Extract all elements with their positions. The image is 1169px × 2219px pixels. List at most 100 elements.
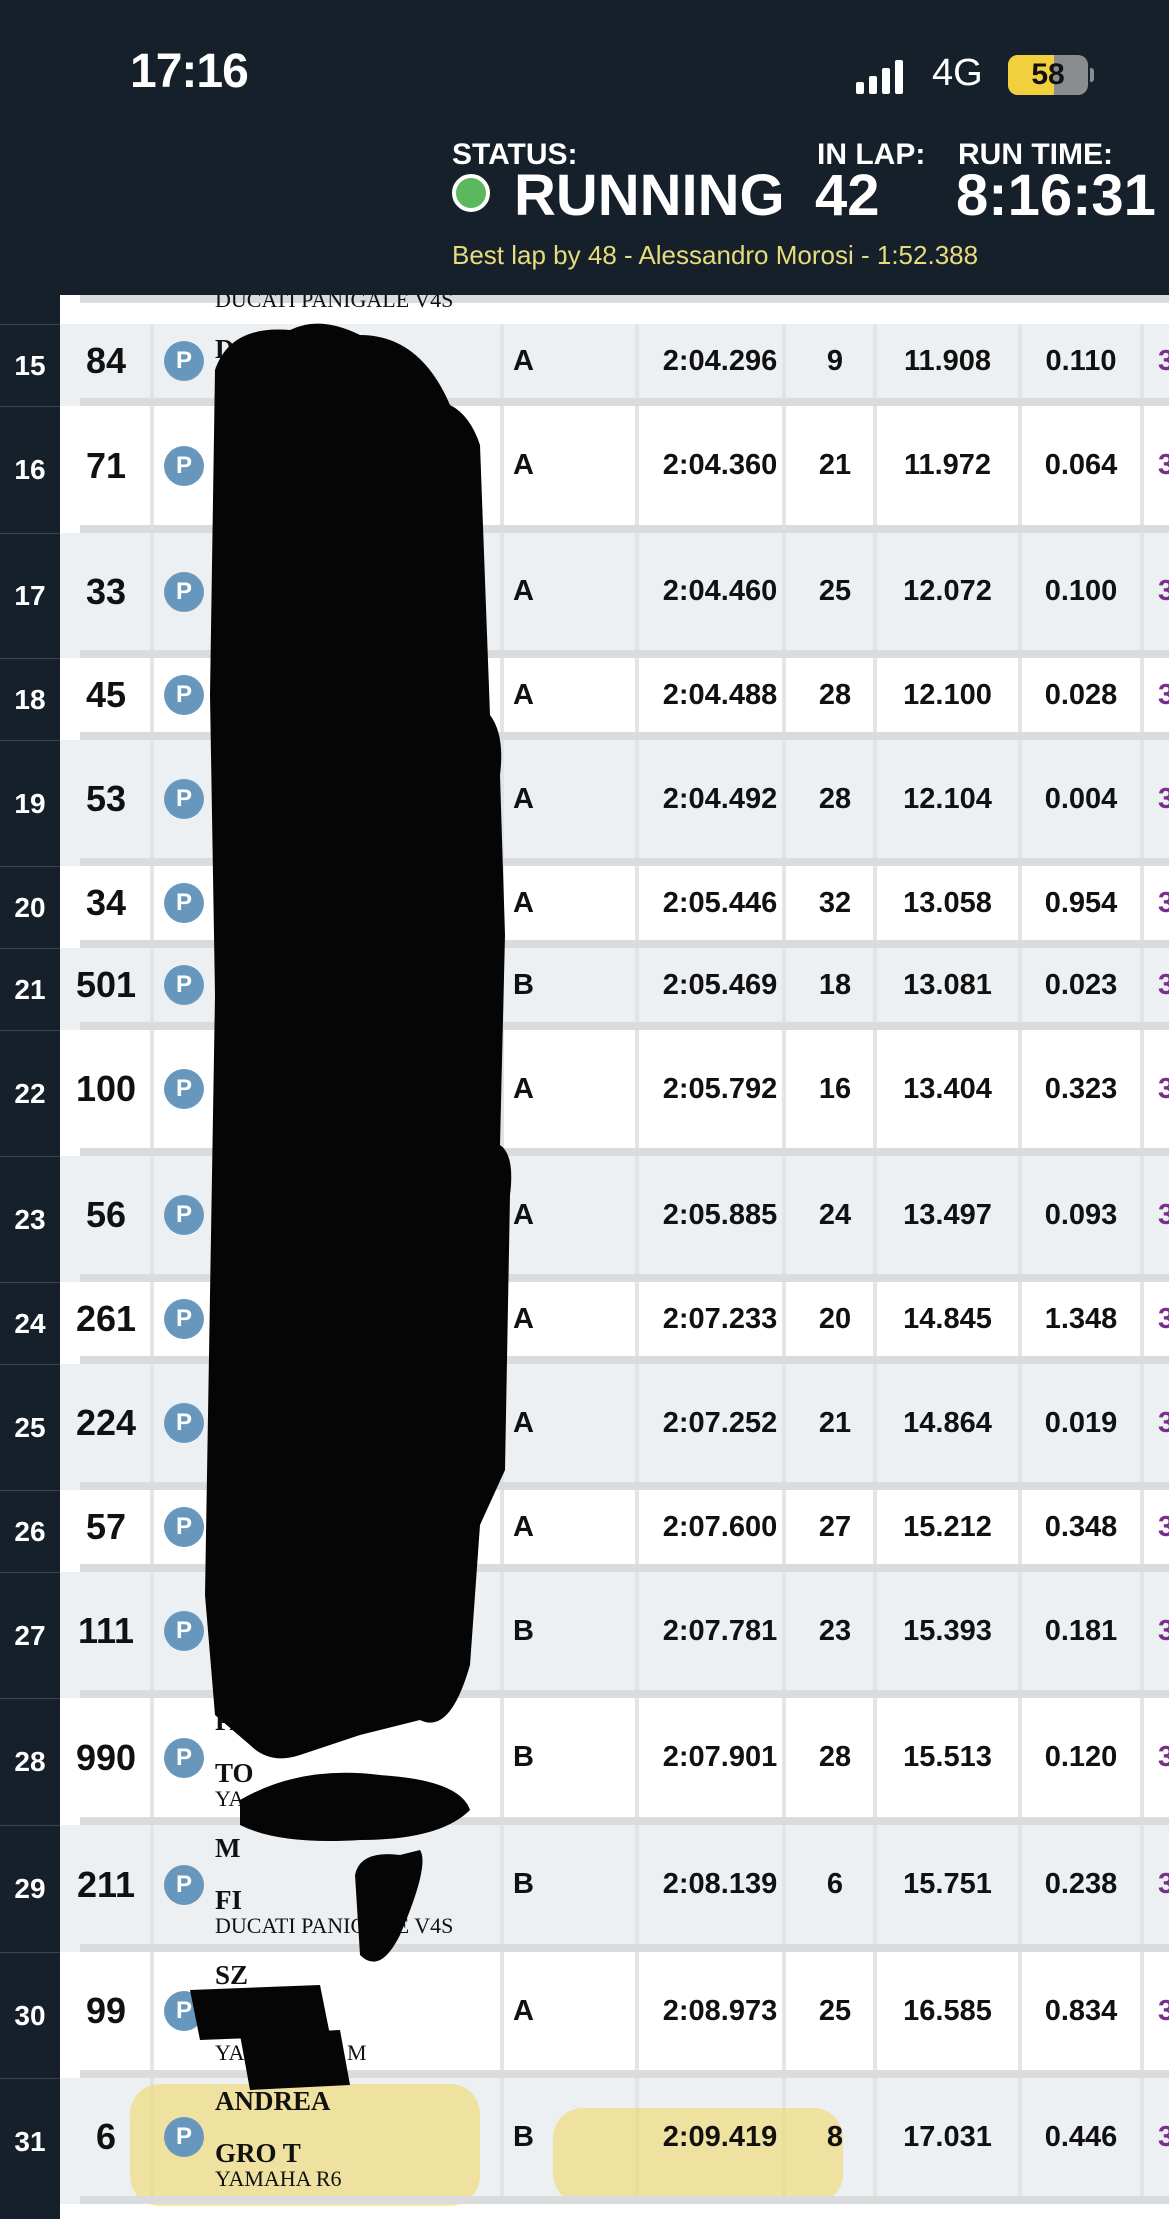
- bike-model: BM: [215, 1244, 250, 1269]
- rider-info[interactable]: M AP: [215, 1292, 545, 1344]
- bike-model: YAMAHA R6: [215, 2166, 342, 2191]
- table-row[interactable]: 29 211 P M FI DUCATI PANIGALE V4S B 2:08.1…: [0, 1825, 1169, 1952]
- next-column-value: 3: [1158, 1614, 1169, 1647]
- rider-name-line: C: [215, 414, 235, 444]
- rider-name-line: W WSKI: [215, 2012, 322, 2042]
- rider-info[interactable]: M E YA: [215, 1372, 545, 1476]
- table-row[interactable]: 25 224 P M E YA A 2:07.252 21 14.864 0.019…: [0, 1364, 1169, 1490]
- rider-info[interactable]: W W YA: [215, 748, 545, 852]
- table-row[interactable]: 19 53 P W W YA A 2:04.492 28 12.104 0.004 …: [0, 740, 1169, 866]
- table-row-partial[interactable]: DUCATI PANIGALE V4S: [0, 295, 1169, 324]
- diff: 0.023: [1044, 968, 1118, 1001]
- results-table[interactable]: DUCATI PANIGALE V4S 15 84 P DAVID F BM A …: [0, 295, 1169, 2219]
- bike-model: BM: [215, 362, 250, 387]
- best-lap-number: 21: [818, 1406, 852, 1439]
- pit-badge-icon: P: [164, 965, 204, 1005]
- rider-info[interactable]: Ł B BM: [215, 1164, 545, 1268]
- rider-number: 57: [85, 1506, 127, 1547]
- rider-number: 501: [75, 964, 137, 1005]
- rider-name-line: P: [215, 668, 232, 698]
- rider-name-line: M: [215, 593, 241, 623]
- position: 28: [0, 1698, 60, 1825]
- table-row[interactable]: 28 990 P PA TO YA B 2:07.901 28 15.513 0.1…: [0, 1698, 1169, 1825]
- position: 31: [0, 2078, 60, 2204]
- rider-name-line: T: [215, 541, 234, 571]
- table-row[interactable]: 21 501 P H DU B 2:05.469 18 13.081 0.023 …: [0, 948, 1169, 1030]
- rider-info[interactable]: SZ W WSKI YAMAHA R1 M: [215, 1960, 545, 2064]
- class: A: [513, 886, 534, 919]
- rider-info[interactable]: DAVID F BM: [215, 334, 545, 386]
- class: A: [513, 1198, 534, 1231]
- best-lap-number: 8: [826, 2120, 844, 2153]
- best-lap-number: 9: [826, 344, 844, 377]
- rider-info[interactable]: ANDREA GRO T YAMAHA R6: [215, 2086, 545, 2190]
- class: B: [513, 1741, 534, 1773]
- table-row[interactable]: 15 84 P DAVID F BM A 2:04.296 9 11.908 0.…: [0, 324, 1169, 406]
- pit-badge-icon: P: [164, 1864, 204, 1905]
- position: 22: [0, 1030, 60, 1156]
- next-column-value: 3: [1158, 1302, 1169, 1335]
- bike-model: YA: [215, 1786, 245, 1811]
- rider-number: 84: [85, 340, 127, 381]
- gap: 12.104: [903, 782, 992, 815]
- diff: 0.446: [1044, 2120, 1118, 2153]
- class: A: [513, 344, 534, 377]
- best-time: 2:04.492: [662, 782, 778, 815]
- best-lap-number: 23: [818, 1614, 852, 1647]
- rider-info[interactable]: M FI DUCATI PANIGALE V4S: [215, 1833, 545, 1937]
- diff: 0.100: [1044, 575, 1118, 607]
- rider-name-line: M: [215, 1372, 241, 1402]
- rider-name-line: ANDREA: [215, 2086, 331, 2116]
- rider-info[interactable]: PA TO YA: [215, 1706, 545, 1810]
- next-column-value: 3: [1158, 1072, 1169, 1105]
- rider-info[interactable]: H DU: [215, 958, 545, 1010]
- class: A: [513, 575, 534, 607]
- rider-number: 53: [85, 778, 127, 819]
- status-indicator-icon: [452, 174, 490, 212]
- status-bar: 17:16 4G 58: [0, 0, 1169, 140]
- best-lap-number: 25: [818, 1994, 852, 2027]
- bike-model: AP: [215, 1320, 244, 1345]
- next-column-value: 3: [1158, 1198, 1169, 1231]
- table-row[interactable]: 23 56 P Ł B BM A 2:05.885 24 13.497 0.093 …: [0, 1156, 1169, 1282]
- rider-number: 34: [85, 882, 127, 923]
- table-row[interactable]: 31 6 P ANDREA GRO T YAMAHA R6 B 2:09.419 8…: [0, 2078, 1169, 2206]
- next-column-value: 3: [1158, 575, 1169, 607]
- next-column-value: 3: [1158, 1994, 1169, 2027]
- rider-number: 211: [76, 1863, 136, 1905]
- rider-name-line: H: [215, 958, 237, 988]
- pit-badge-icon: P: [164, 1299, 204, 1339]
- diff: 0.834: [1044, 1994, 1118, 2027]
- table-row[interactable]: 24 261 P M AP A 2:07.233 20 14.845 1.348 …: [0, 1282, 1169, 1364]
- position: 15: [0, 324, 60, 406]
- rider-number: 99: [85, 1990, 127, 2031]
- pit-badge-icon: P: [164, 883, 204, 923]
- gap: 11.972: [903, 449, 992, 481]
- class: A: [513, 1994, 534, 2027]
- class: B: [513, 2120, 534, 2153]
- diff: 0.064: [1044, 449, 1118, 481]
- table-row[interactable]: 30 99 P SZ W WSKI YAMAHA R1 M A 2:08.973 2…: [0, 1952, 1169, 2078]
- best-time: 2:07.781: [662, 1614, 778, 1647]
- run-time-value: 8:16:31: [956, 163, 1156, 228]
- diff: 1.348: [1044, 1302, 1118, 1335]
- best-time: 2:05.885: [662, 1198, 778, 1231]
- best-time: 2:04.460: [662, 575, 778, 607]
- rider-number: 261: [75, 1298, 137, 1339]
- bike-model: B: [215, 904, 230, 929]
- best-time: 2:04.360: [662, 449, 778, 481]
